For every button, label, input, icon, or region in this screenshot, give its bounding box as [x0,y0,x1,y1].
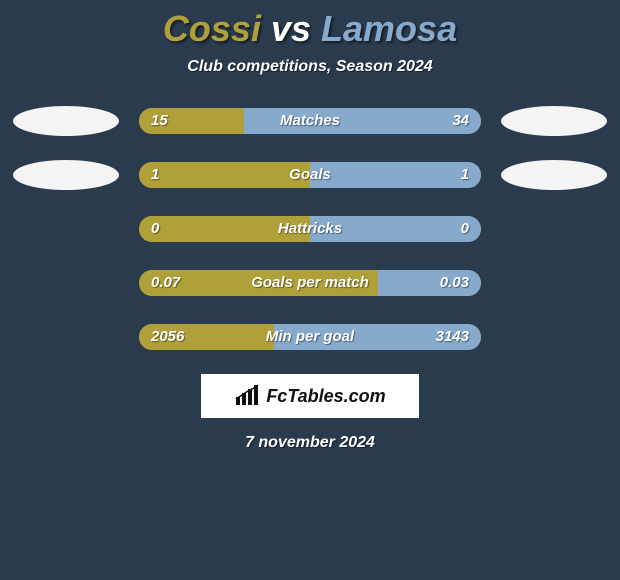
stat-value-left: 15 [151,108,168,134]
subtitle: Club competitions, Season 2024 [0,58,620,76]
comparison-card: Cossi vs Lamosa Club competitions, Seaso… [0,0,620,452]
stat-value-left: 0 [151,216,159,242]
stat-label: Min per goal [266,324,354,350]
stat-label: Matches [280,108,340,134]
avatar-right [501,160,607,190]
stat-value-left: 1 [151,162,159,188]
stat-bar: 0.07 0.03 Goals per match [139,270,481,296]
stat-bar: 0 0 Hattricks [139,216,481,242]
stat-bar: 2056 3143 Min per goal [139,324,481,350]
stat-value-right: 1 [461,162,469,188]
source-logo: FcTables.com [234,385,385,407]
stat-row: 0.07 0.03 Goals per match [0,266,620,300]
stat-row: 0 0 Hattricks [0,212,620,246]
avatar-right [501,106,607,136]
stat-value-right: 0.03 [440,270,469,296]
stat-label: Goals [289,162,331,188]
source-logo-text: FcTables.com [266,386,385,407]
avatar-slot-right [499,212,609,246]
stat-value-right: 34 [452,108,469,134]
stat-row: 1 1 Goals [0,158,620,192]
stat-value-left: 2056 [151,324,184,350]
date-text: 7 november 2024 [0,434,620,452]
stat-bar: 15 34 Matches [139,108,481,134]
stat-label: Goals per match [251,270,369,296]
stat-row: 15 34 Matches [0,104,620,138]
title-player1: Cossi [163,8,261,49]
source-logo-box: FcTables.com [201,374,419,418]
page-title: Cossi vs Lamosa [0,8,620,50]
stat-bar-fill-left [139,162,310,188]
avatar-slot-left [11,104,121,138]
stat-value-left: 0.07 [151,270,180,296]
stat-label: Hattricks [278,216,342,242]
avatar-slot-left [11,212,121,246]
bars-icon [234,385,260,407]
stat-value-right: 3143 [436,324,469,350]
avatar-slot-right [499,266,609,300]
title-player2: Lamosa [321,8,457,49]
stat-value-right: 0 [461,216,469,242]
avatar-slot-right [499,104,609,138]
title-vs: vs [271,8,311,49]
avatar-slot-left [11,266,121,300]
stat-bar-fill-right [310,162,481,188]
avatar-left [13,160,119,190]
stats-list: 15 34 Matches 1 1 Goals 0 0 Hattricks 0.07 0.03 Goa… [0,104,620,354]
avatar-slot-left [11,320,121,354]
avatar-slot-right [499,158,609,192]
avatar-slot-right [499,320,609,354]
avatar-slot-left [11,158,121,192]
stat-bar: 1 1 Goals [139,162,481,188]
stat-row: 2056 3143 Min per goal [0,320,620,354]
avatar-left [13,106,119,136]
